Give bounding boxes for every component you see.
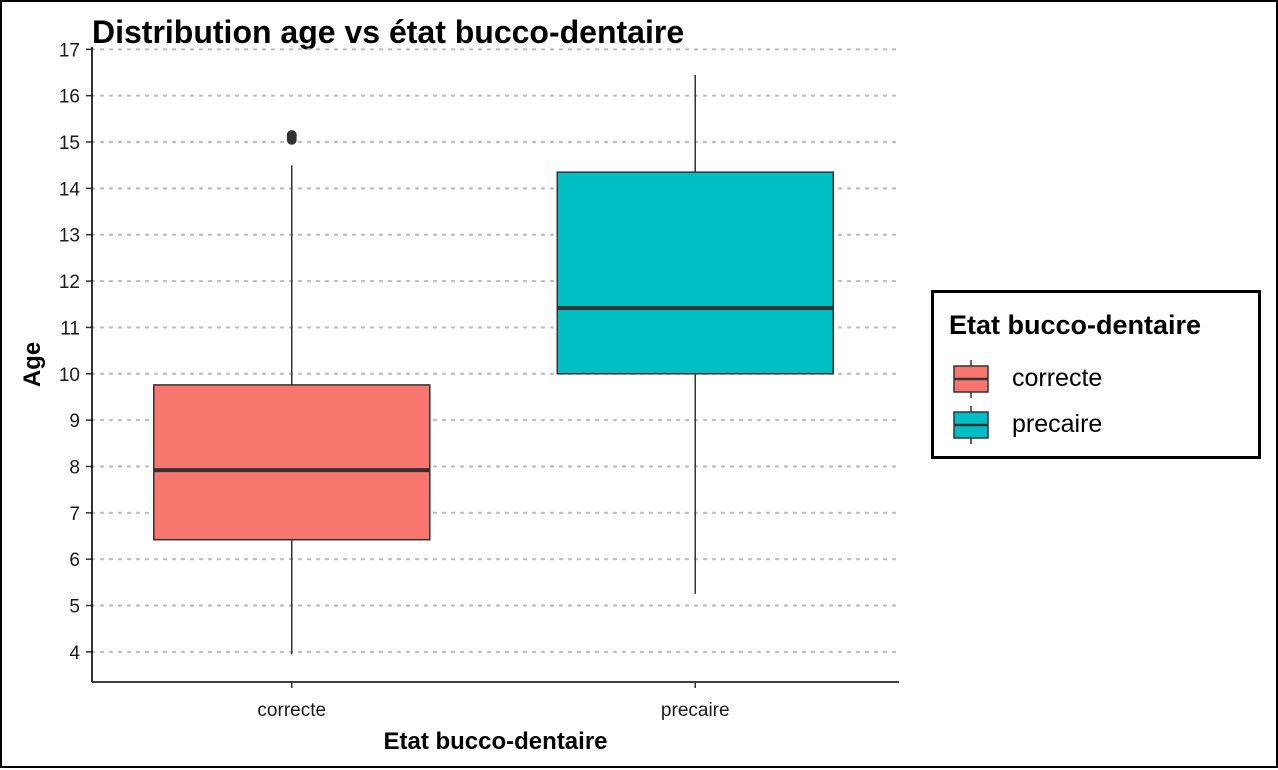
y-axis-label: Age (19, 342, 46, 387)
legend-item-precaire: precaire (949, 405, 1249, 445)
y-tick-label-4: 4 (69, 643, 80, 664)
legend-label-precaire: precaire (1012, 410, 1103, 438)
legend-title: Etat bucco-dentaire (949, 310, 1202, 340)
y-tick-label-8: 8 (69, 457, 80, 478)
y-tick-label-5: 5 (69, 597, 80, 618)
legend: Etat bucco-dentaire correcte precaire (931, 290, 1261, 459)
legend-label-correcte: correcte (1012, 364, 1103, 392)
y-tick-label-10: 10 (59, 365, 80, 386)
boxplot-correcte (153, 130, 431, 655)
y-tick-label-17: 17 (59, 40, 80, 61)
y-tick-label-14: 14 (59, 179, 81, 200)
box-correcte (153, 384, 431, 541)
legend-key-correcte (953, 360, 989, 398)
box-precaire (556, 171, 834, 375)
y-tick-label-11: 11 (60, 318, 80, 339)
boxplot-precaire (556, 74, 834, 594)
y-tick-label-9: 9 (69, 411, 80, 432)
x-tick-label-correcte: correcte (257, 700, 326, 721)
boxplots (153, 74, 834, 655)
x-axis-label: Etat bucco-dentaire (383, 728, 607, 755)
y-tick-label-12: 12 (59, 272, 80, 293)
tick-labels: 4 5 6 7 8 9 10 11 12 13 14 15 16 17 correcte precaire (59, 40, 730, 721)
legend-key-precaire (953, 406, 989, 444)
axes (86, 47, 899, 688)
chart-title: Distribution age vs état bucco-dentaire (92, 14, 685, 50)
y-tick-label-6: 6 (69, 550, 80, 571)
y-tick-label-7: 7 (69, 504, 80, 525)
y-tick-label-16: 16 (59, 87, 80, 108)
legend-item-correcte: correcte (949, 359, 1249, 399)
y-tick-label-13: 13 (59, 226, 80, 247)
outlier-correcte-2 (286, 130, 297, 141)
y-tick-label-15: 15 (59, 133, 80, 154)
x-tick-label-precaire: precaire (661, 700, 730, 721)
